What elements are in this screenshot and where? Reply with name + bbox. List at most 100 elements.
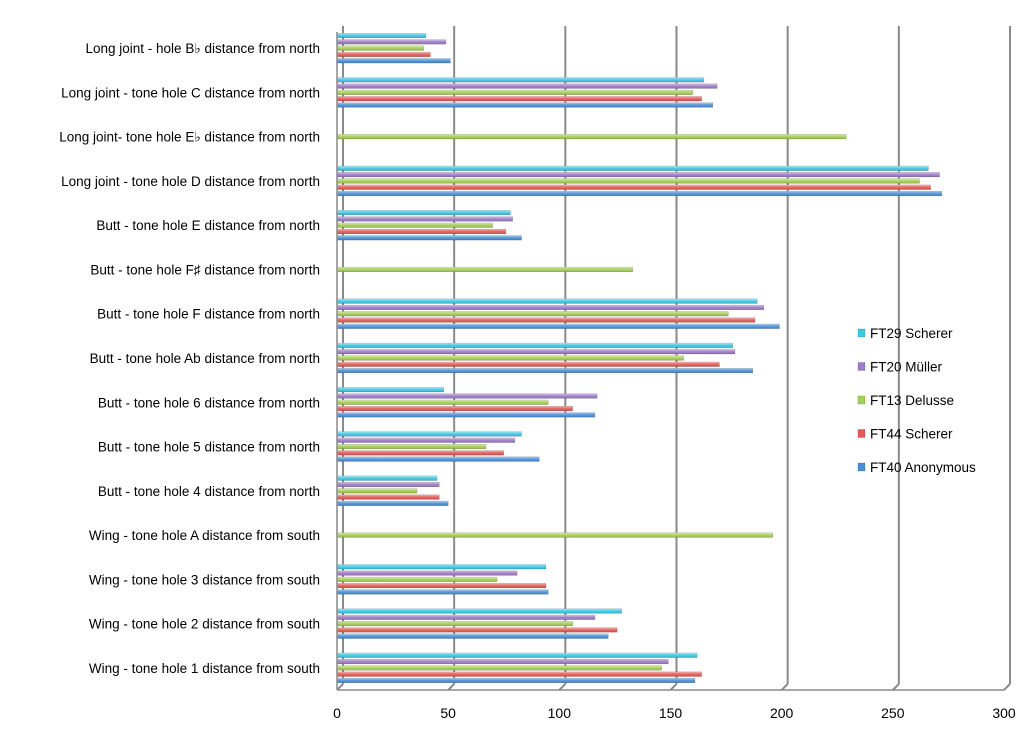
- legend-label: FT13 Delusse: [870, 393, 954, 408]
- bar-sheen: [337, 488, 418, 494]
- bar-sheen: [337, 671, 702, 677]
- bar-sheen: [337, 305, 764, 310]
- bar-sheen: [337, 172, 940, 177]
- bar-sheen: [337, 444, 486, 449]
- bar: [336, 621, 573, 627]
- category-label: Butt - tone hole F♯ distance from north: [90, 262, 320, 277]
- legend-swatch: [857, 462, 866, 472]
- bar-sheen: [337, 456, 540, 462]
- category-label: Butt - tone hole F distance from north: [97, 307, 320, 322]
- bar: [336, 222, 493, 228]
- category-label: Wing - tone hole 2 distance from south: [89, 617, 320, 632]
- category-label: Long joint - hole B♭ distance from north: [86, 41, 321, 56]
- gridline-depth: [780, 683, 789, 691]
- bar-sheen: [337, 393, 598, 399]
- x-tick-label: 300: [992, 705, 1016, 721]
- bar: [336, 633, 609, 639]
- bar-sheen: [337, 608, 622, 614]
- bar-sheen: [337, 102, 713, 108]
- bar: [336, 134, 847, 140]
- bar-sheen: [337, 178, 920, 184]
- bar: [336, 583, 547, 589]
- category-label: Wing - tone hole 1 distance from south: [89, 661, 320, 676]
- bar: [336, 266, 633, 273]
- bar-sheen: [337, 627, 618, 633]
- bar: [336, 589, 549, 595]
- category-label: Butt - tone hole E distance from north: [96, 218, 320, 233]
- bar: [336, 431, 522, 437]
- bar-sheen: [337, 311, 729, 317]
- bar-sheen: [337, 678, 695, 683]
- bar: [336, 450, 504, 456]
- legend-swatch: [857, 362, 866, 371]
- bar-sheen: [337, 222, 493, 228]
- bar: [336, 235, 522, 241]
- bar: [336, 83, 718, 89]
- bar: [336, 608, 622, 614]
- bar: [336, 677, 696, 684]
- bar-sheen: [337, 343, 733, 348]
- bar: [336, 216, 513, 222]
- bar-sheen: [337, 210, 511, 215]
- bar: [336, 184, 931, 190]
- bar: [336, 178, 920, 184]
- legend-item: FT40 Anonymous: [857, 460, 976, 475]
- bar-sheen: [337, 387, 444, 392]
- category-label: Butt - tone hole 6 distance from north: [98, 395, 320, 410]
- bar-sheen: [337, 317, 755, 323]
- bar-sheen: [337, 355, 684, 361]
- bar-sheen: [337, 589, 549, 595]
- bar: [336, 475, 438, 481]
- bar-sheen: [337, 83, 718, 89]
- category-label: Butt - tone hole 4 distance from north: [98, 484, 320, 499]
- category-label: Long joint - tone hole D distance from n…: [61, 174, 320, 189]
- bar: [336, 349, 736, 355]
- legend-label: FT29 Scherer: [870, 326, 953, 341]
- bar: [336, 481, 440, 488]
- x-tick-label: 100: [548, 705, 572, 721]
- bar-sheen: [337, 368, 753, 373]
- bar-sheen: [337, 399, 549, 405]
- bar-sheen: [337, 665, 662, 671]
- bar: [336, 494, 440, 500]
- bar-sheen: [337, 475, 438, 481]
- bar: [336, 172, 940, 178]
- bar: [336, 210, 511, 216]
- bar: [336, 96, 702, 102]
- bar: [336, 304, 765, 310]
- legend: FT29 Scherer FT20 Müller FT13 Delusse FT44 …: [857, 326, 976, 475]
- x-tick-label: 50: [440, 705, 456, 721]
- bar-sheen: [337, 450, 504, 456]
- gridline-depth: [336, 683, 344, 691]
- category-label: Wing - tone hole A distance from south: [89, 528, 320, 543]
- legend-label: FT40 Anonymous: [870, 460, 976, 475]
- bar-sheen: [337, 431, 522, 437]
- gridline-depth: [892, 683, 900, 691]
- bar: [336, 652, 698, 658]
- x-tick-label: 250: [881, 705, 905, 721]
- bar: [336, 406, 573, 412]
- x-tick-label: 200: [770, 705, 794, 721]
- bar-sheen: [337, 577, 498, 582]
- bar-sheen: [337, 184, 931, 190]
- bar: [336, 576, 498, 582]
- bar-sheen: [337, 532, 773, 538]
- bar: [336, 32, 427, 39]
- legend-label: FT44 Scherer: [870, 427, 953, 442]
- bar: [336, 89, 693, 95]
- bar-sheen: [337, 583, 546, 588]
- bar: [336, 342, 734, 348]
- bar: [336, 412, 596, 418]
- legend-item: FT20 Müller: [857, 360, 943, 375]
- bar: [336, 77, 705, 83]
- bar: [336, 317, 756, 323]
- gridline-depth: [447, 683, 455, 691]
- bars: [336, 32, 942, 684]
- bar: [336, 51, 431, 57]
- bar-sheen: [337, 570, 518, 576]
- category-label: Butt - tone hole Ab distance from north: [90, 351, 320, 366]
- bar: [336, 532, 774, 538]
- gridline-depth: [669, 683, 678, 691]
- bar: [336, 665, 662, 671]
- category-label: Butt - tone hole 5 distance from north: [98, 440, 320, 455]
